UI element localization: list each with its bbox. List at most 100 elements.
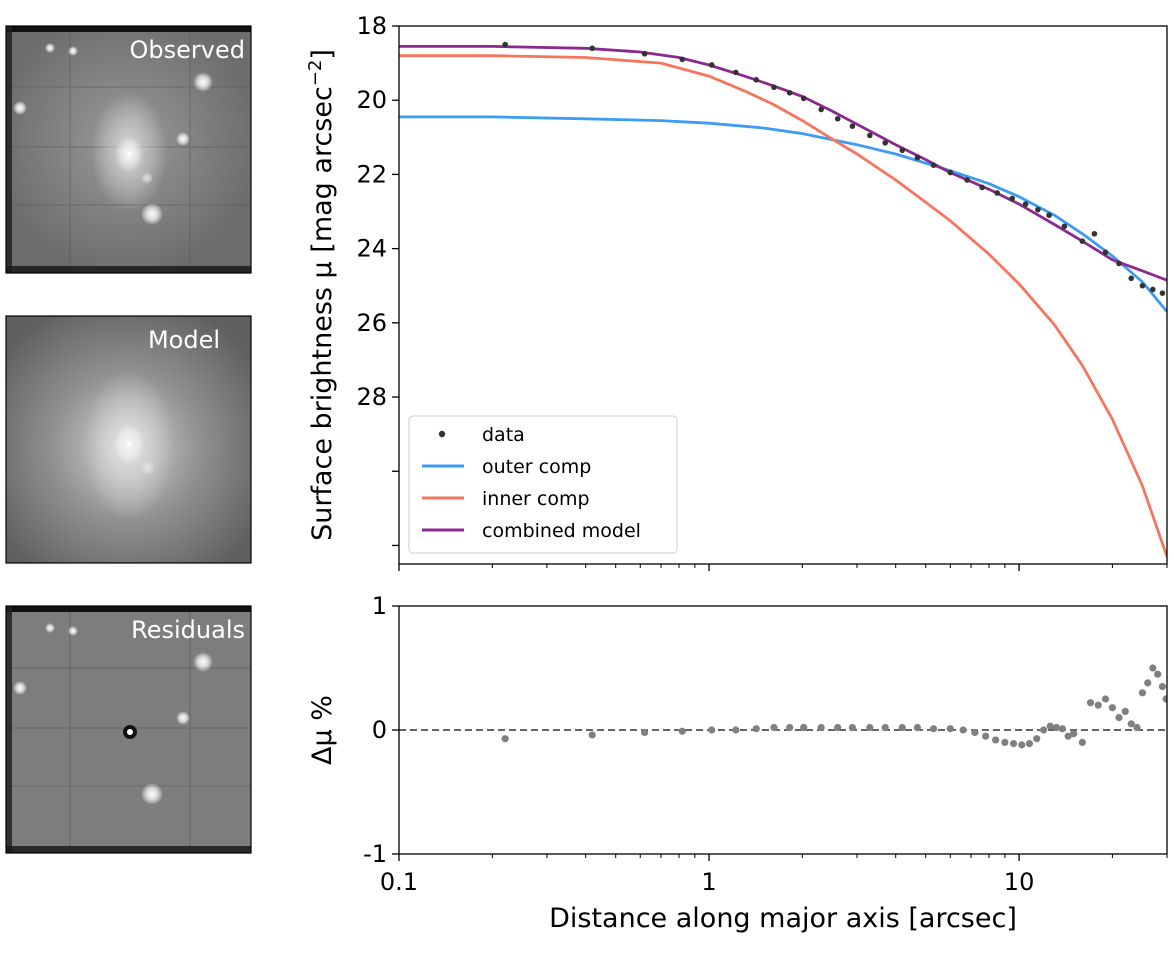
data-point bbox=[786, 89, 793, 96]
residual-point bbox=[1025, 740, 1034, 748]
residual-point bbox=[1052, 723, 1061, 732]
data-point bbox=[771, 84, 777, 91]
residual-point bbox=[898, 723, 906, 732]
residual-point bbox=[1127, 720, 1135, 728]
residual-point bbox=[946, 725, 954, 733]
res-x-tick-label: 0.1 bbox=[380, 868, 418, 896]
data-point bbox=[866, 132, 873, 139]
legend-label-inner-comp: inner comp bbox=[482, 488, 590, 510]
residual-point bbox=[1078, 738, 1086, 747]
residuals-frame bbox=[5, 605, 252, 854]
observed-star bbox=[193, 72, 213, 92]
residual-point bbox=[752, 725, 760, 733]
sb-y-tick-label: 22 bbox=[356, 160, 387, 188]
observed-star bbox=[45, 43, 55, 53]
observed-edge-artifact bbox=[6, 26, 251, 32]
res-y-tick-label: 0 bbox=[372, 716, 387, 744]
observed-star bbox=[141, 172, 153, 184]
sb-y-tick-label: 20 bbox=[356, 86, 387, 114]
data-point bbox=[882, 140, 889, 146]
data-point bbox=[849, 123, 856, 129]
residual-point bbox=[1009, 740, 1018, 748]
data-point bbox=[834, 115, 841, 122]
data-point bbox=[1128, 275, 1135, 282]
residual-point bbox=[1086, 699, 1095, 707]
data-point bbox=[1139, 282, 1146, 289]
residual-point bbox=[848, 723, 856, 732]
residual-point bbox=[971, 728, 979, 737]
residual-point bbox=[770, 723, 778, 732]
observed-edge-artifact bbox=[6, 26, 12, 273]
residual-point bbox=[800, 723, 808, 732]
data-point bbox=[1102, 249, 1109, 256]
observed-star bbox=[176, 132, 190, 146]
series-line-inner-comp bbox=[399, 54, 1167, 558]
res-y-tick-label: -1 bbox=[363, 840, 387, 868]
residual-point bbox=[1064, 732, 1072, 740]
residual-point bbox=[641, 728, 649, 737]
residuals-edge-artifact bbox=[6, 606, 251, 612]
surface-brightness-axes: 18 20 22 24 26 28 bbox=[356, 12, 1168, 571]
surface-brightness-ylabel: Surface brightness μ [mag arcsec−2] bbox=[305, 49, 338, 541]
residuals-star bbox=[141, 783, 163, 805]
residual-point bbox=[881, 723, 889, 732]
data-point bbox=[1035, 206, 1041, 213]
observed-star bbox=[68, 46, 78, 56]
residual-point bbox=[1138, 689, 1147, 697]
residual-point bbox=[1040, 726, 1048, 734]
observed-image-panel: Observed bbox=[5, 25, 252, 274]
data-point bbox=[708, 62, 715, 68]
residual-point bbox=[786, 723, 794, 732]
residual-point bbox=[1058, 725, 1067, 733]
data-point bbox=[914, 154, 921, 161]
residuals-star bbox=[45, 623, 55, 633]
data-point bbox=[1079, 238, 1086, 244]
residuals-label: Residuals bbox=[131, 616, 245, 644]
residual-point bbox=[959, 726, 967, 734]
data-point bbox=[502, 41, 508, 48]
residual-point bbox=[929, 725, 938, 733]
data-point bbox=[947, 169, 954, 176]
residual-point bbox=[1115, 714, 1123, 722]
residuals-edge-artifact bbox=[6, 606, 12, 853]
res-y-tick-label: 1 bbox=[372, 592, 387, 620]
sb-y-tick-label: 26 bbox=[356, 309, 387, 337]
residual-point bbox=[1158, 683, 1167, 691]
data-point bbox=[1061, 223, 1068, 230]
residual-point bbox=[588, 731, 596, 739]
data-point bbox=[753, 77, 760, 83]
residual-point bbox=[1046, 722, 1054, 730]
series-line-combined-model bbox=[399, 45, 1167, 282]
residual-point bbox=[1121, 707, 1129, 716]
model-frame bbox=[5, 315, 252, 564]
residual-point bbox=[1033, 735, 1041, 743]
data-point bbox=[818, 106, 824, 113]
res-x-tick-label: 1 bbox=[701, 868, 716, 896]
data-point bbox=[800, 95, 807, 102]
legend-label-outer-comp: outer comp bbox=[482, 456, 591, 478]
residual-point bbox=[982, 732, 990, 740]
legend-box bbox=[408, 415, 678, 554]
data-point bbox=[1009, 195, 1015, 202]
data-point bbox=[1091, 230, 1098, 237]
residual-point bbox=[678, 727, 686, 735]
surface-brightness-plot: 18 20 22 24 26 28 Surface brightness μ [mag a… bbox=[305, 12, 1168, 571]
residuals-core-bright bbox=[127, 729, 133, 735]
residual-point bbox=[817, 723, 825, 732]
data-point bbox=[1046, 212, 1052, 219]
residuals-star bbox=[13, 681, 27, 695]
residuals-star bbox=[68, 626, 78, 636]
sb-y-tick-label: 18 bbox=[356, 12, 387, 40]
residual-point bbox=[1133, 723, 1141, 732]
observed-frame bbox=[5, 25, 252, 274]
data-point bbox=[1150, 286, 1156, 293]
residual-point bbox=[1108, 704, 1117, 712]
legend-marker-data bbox=[438, 430, 446, 438]
residual-point bbox=[913, 723, 922, 732]
data-point bbox=[1116, 260, 1122, 267]
res-x-tick-label: 10 bbox=[1004, 868, 1035, 896]
residual-point bbox=[834, 723, 842, 732]
data-point bbox=[979, 184, 985, 191]
residual-point bbox=[1154, 670, 1162, 678]
